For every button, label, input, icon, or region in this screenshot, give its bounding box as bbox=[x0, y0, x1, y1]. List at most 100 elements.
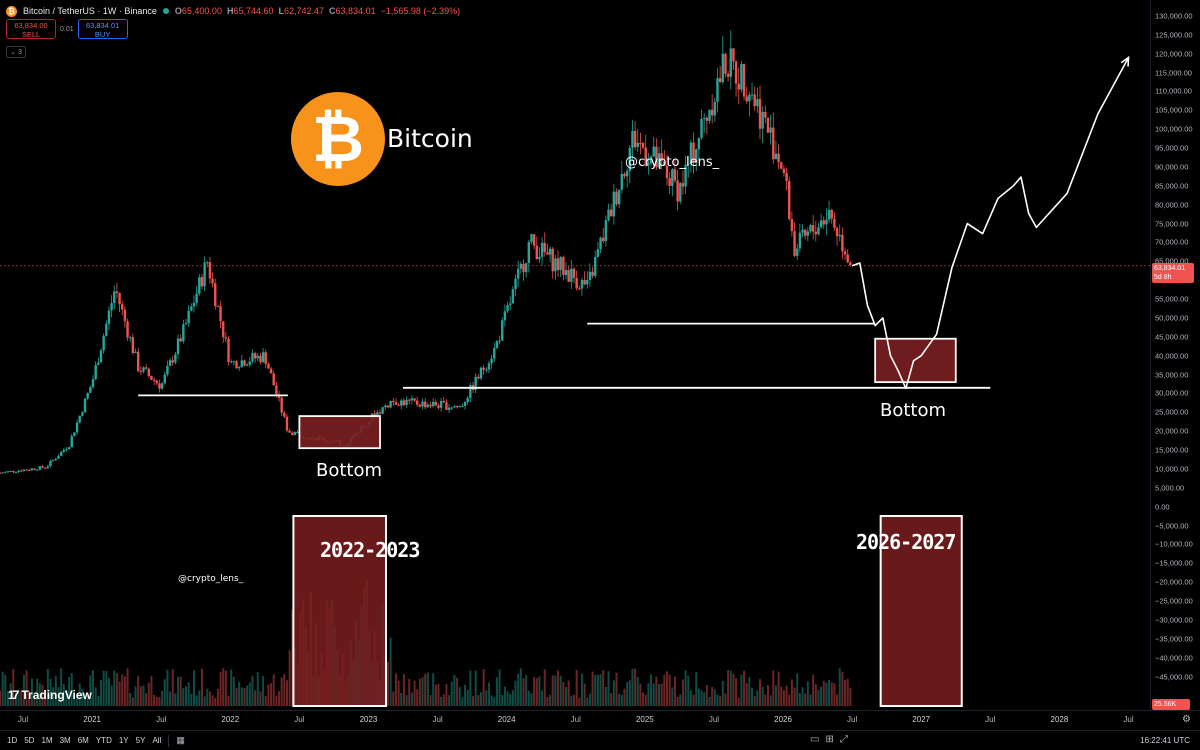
volume-bar bbox=[17, 689, 20, 706]
fit-icon[interactable]: ⤢ bbox=[839, 734, 848, 745]
clock[interactable]: 16:22:41 UTC bbox=[1140, 736, 1190, 745]
volume-bar bbox=[766, 685, 769, 706]
candle-body bbox=[158, 383, 161, 389]
volume-bar bbox=[86, 694, 89, 706]
volume-bar bbox=[511, 690, 514, 706]
candle-body bbox=[764, 111, 767, 118]
candle-body bbox=[402, 400, 406, 405]
range-button-ytd[interactable]: YTD bbox=[95, 736, 112, 745]
range-button-6m[interactable]: 6M bbox=[77, 736, 89, 745]
price-tick: 95,000.00 bbox=[1155, 143, 1189, 153]
volume-bar bbox=[389, 637, 392, 706]
volume-bar bbox=[751, 687, 754, 706]
candle-body bbox=[136, 351, 140, 372]
volume-bar bbox=[195, 695, 198, 706]
candle-body bbox=[171, 360, 174, 363]
volume-bar bbox=[817, 689, 820, 706]
candle-body bbox=[466, 397, 469, 402]
price-chart[interactable] bbox=[0, 0, 1150, 710]
volume-bar bbox=[535, 677, 538, 706]
candle-body bbox=[437, 405, 440, 408]
volume-bar bbox=[631, 668, 634, 706]
candle-body bbox=[697, 137, 701, 150]
candle-body bbox=[729, 48, 732, 77]
candle-body bbox=[91, 379, 95, 388]
volume-bar bbox=[25, 670, 28, 706]
candle-body bbox=[20, 470, 23, 472]
volume-bar bbox=[102, 670, 105, 706]
volume-bar bbox=[841, 671, 844, 706]
volume-bar bbox=[785, 685, 788, 706]
candle-body bbox=[222, 321, 225, 338]
candle-body bbox=[73, 432, 76, 437]
candle-body bbox=[631, 130, 634, 148]
candle-body bbox=[793, 231, 796, 256]
volume-bar bbox=[599, 674, 602, 706]
candle-body bbox=[822, 220, 825, 225]
buy-button[interactable]: 63,834.01 BUY bbox=[77, 19, 128, 39]
layout-icon[interactable]: ⊞ bbox=[825, 734, 834, 745]
candle-body bbox=[134, 351, 137, 354]
volume-bar bbox=[711, 686, 714, 706]
symbol-header[interactable]: ₿ Bitcoin / TetherUS · 1W · Binance O65,… bbox=[6, 4, 460, 18]
volume-bar bbox=[681, 679, 684, 706]
candle-body bbox=[447, 407, 451, 410]
axis-settings-icon[interactable]: ⚙ bbox=[1182, 714, 1191, 725]
candle-body bbox=[522, 263, 525, 273]
volume-bar bbox=[793, 687, 796, 706]
range-button-1m[interactable]: 1M bbox=[41, 736, 53, 745]
price-tick: 15,000.00 bbox=[1155, 445, 1189, 455]
volume-bar bbox=[0, 690, 1, 706]
range-button-5y[interactable]: 5Y bbox=[135, 736, 146, 745]
volume-bar bbox=[679, 694, 682, 706]
candle-body bbox=[245, 364, 249, 366]
candle-body bbox=[490, 358, 493, 364]
candle-body bbox=[689, 142, 693, 164]
range-button-all[interactable]: All bbox=[152, 736, 162, 745]
price-tick: 120,000.00 bbox=[1155, 49, 1193, 59]
last-price-label: 63,834.01 5d 8h bbox=[1152, 263, 1194, 283]
symbol-title[interactable]: Bitcoin / TetherUS · 1W · Binance bbox=[23, 6, 157, 16]
volume-bar bbox=[272, 674, 275, 706]
price-tick: 105,000.00 bbox=[1155, 105, 1193, 115]
volume-bar bbox=[743, 670, 746, 706]
range-button-1d[interactable]: 1D bbox=[7, 736, 18, 745]
candle-body bbox=[841, 234, 844, 252]
volume-bar bbox=[458, 686, 461, 706]
volume-bar bbox=[139, 686, 142, 706]
volume-bar bbox=[22, 674, 25, 706]
volume-bar bbox=[437, 683, 440, 706]
volume-bar bbox=[254, 690, 257, 706]
tradingview-logo[interactable]: 17 TradingView bbox=[8, 688, 92, 702]
volume-bar bbox=[177, 676, 180, 706]
volume-bar bbox=[517, 673, 520, 706]
volume-bar bbox=[6, 690, 9, 706]
volume-bar bbox=[283, 674, 286, 706]
volume-bar bbox=[214, 697, 217, 706]
candle-body bbox=[742, 64, 746, 97]
candle-body bbox=[461, 405, 464, 407]
volume-bar bbox=[163, 679, 166, 706]
price-tick: 85,000.00 bbox=[1155, 181, 1189, 191]
price-axis[interactable]: 130,000.00 125,000.00 120,000.00 115,000.00… bbox=[1150, 0, 1200, 710]
volume-bar bbox=[392, 691, 395, 706]
indicators-toggle[interactable]: ⌄ 3 bbox=[6, 46, 26, 58]
volume-bar bbox=[498, 669, 501, 706]
range-button-5d[interactable]: 5D bbox=[24, 736, 35, 745]
candle-body bbox=[607, 209, 610, 221]
screen-icon[interactable]: ▭ bbox=[810, 734, 820, 745]
volume-bar bbox=[846, 678, 849, 706]
candle-body bbox=[455, 406, 459, 408]
volume-bar bbox=[596, 674, 599, 706]
price-tick: 115,000.00 bbox=[1155, 68, 1192, 78]
time-tick: 2024 bbox=[497, 715, 516, 724]
volume-bar bbox=[506, 691, 509, 706]
time-axis[interactable]: ⚙ Jul 2021 Jul 2022 Jul 2023 Jul 2024 Jul 2025 Jul… bbox=[0, 710, 1200, 730]
sell-button[interactable]: 63,834.00 SELL bbox=[6, 19, 56, 39]
range-button-3m[interactable]: 3M bbox=[59, 736, 71, 745]
candle-body bbox=[259, 355, 262, 362]
candle-body bbox=[187, 310, 190, 324]
calendar-icon[interactable]: ▦ bbox=[176, 735, 185, 745]
candle-body bbox=[400, 400, 403, 406]
range-button-1y[interactable]: 1Y bbox=[118, 736, 129, 745]
